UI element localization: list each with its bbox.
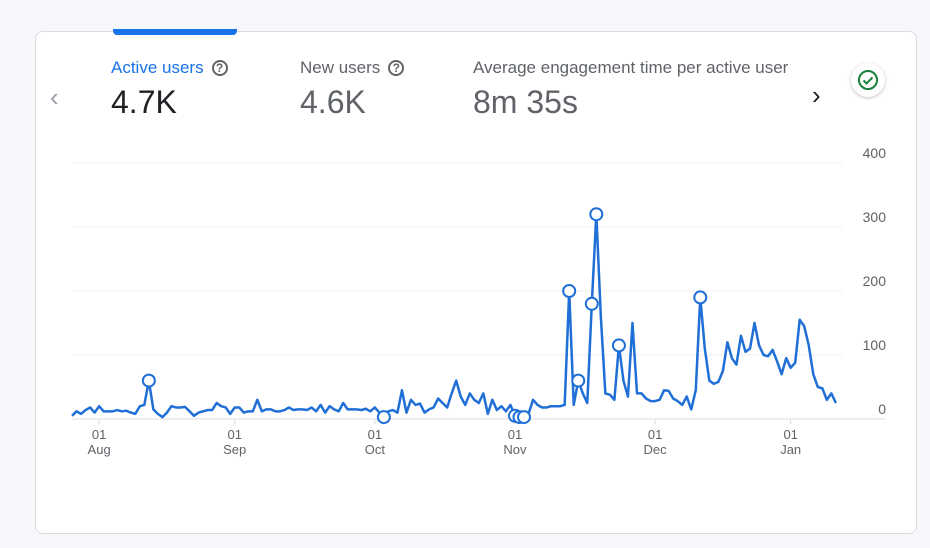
metrics-card xyxy=(35,31,917,534)
x-tick-day: 01 xyxy=(227,427,241,442)
anomaly-marker xyxy=(141,373,156,388)
metric-tab-new-users[interactable]: New users? 4.6K xyxy=(300,58,405,121)
metric-label: Average engagement time per active user xyxy=(473,58,789,77)
y-tick-label: 100 xyxy=(863,337,887,353)
anomaly-marker xyxy=(589,207,604,222)
y-tick-label: 400 xyxy=(863,145,887,161)
anomaly-marker xyxy=(376,410,391,425)
anomaly-marker xyxy=(693,290,708,305)
metric-value: 8m 35s xyxy=(473,84,578,120)
anomaly-marker xyxy=(571,373,586,388)
help-icon[interactable]: ? xyxy=(211,60,228,76)
x-tick-month: Nov xyxy=(503,442,527,457)
insights-check-icon[interactable] xyxy=(851,63,885,97)
metric-label: New users xyxy=(300,58,381,77)
x-tick-month: Aug xyxy=(88,442,111,457)
metric-tab-engagement-time[interactable]: Average engagement time per active user … xyxy=(473,58,798,121)
x-tick-day: 01 xyxy=(368,427,382,442)
y-tick-label: 200 xyxy=(863,273,887,289)
x-tick-month: Sep xyxy=(223,442,246,457)
help-icon[interactable]: ? xyxy=(388,60,405,76)
anomaly-marker xyxy=(562,284,577,298)
x-tick-day: 01 xyxy=(648,427,662,442)
x-tick-month: Oct xyxy=(365,442,386,457)
anomaly-marker xyxy=(584,296,599,311)
x-tick-day: 01 xyxy=(508,427,522,442)
metric-value: 4.6K xyxy=(300,84,366,120)
prev-arrow-icon[interactable]: ‹ xyxy=(50,82,59,112)
active-tab-indicator xyxy=(113,29,237,35)
x-tick-day: 01 xyxy=(783,427,797,442)
next-arrow-icon[interactable]: › xyxy=(812,80,821,110)
metric-label: Active users xyxy=(111,58,204,77)
y-tick-label: 300 xyxy=(863,209,887,225)
active-users-series-line xyxy=(71,212,838,419)
x-tick-month: Jan xyxy=(780,442,801,457)
x-tick-day: 01 xyxy=(92,427,106,442)
y-tick-label: 0 xyxy=(878,401,886,417)
metric-value: 4.7K xyxy=(111,84,177,120)
metric-tab-active-users[interactable]: Active users? 4.7K xyxy=(111,58,228,121)
anomaly-marker xyxy=(611,338,626,353)
anomaly-marker xyxy=(517,410,531,425)
x-tick-month: Dec xyxy=(644,442,668,457)
